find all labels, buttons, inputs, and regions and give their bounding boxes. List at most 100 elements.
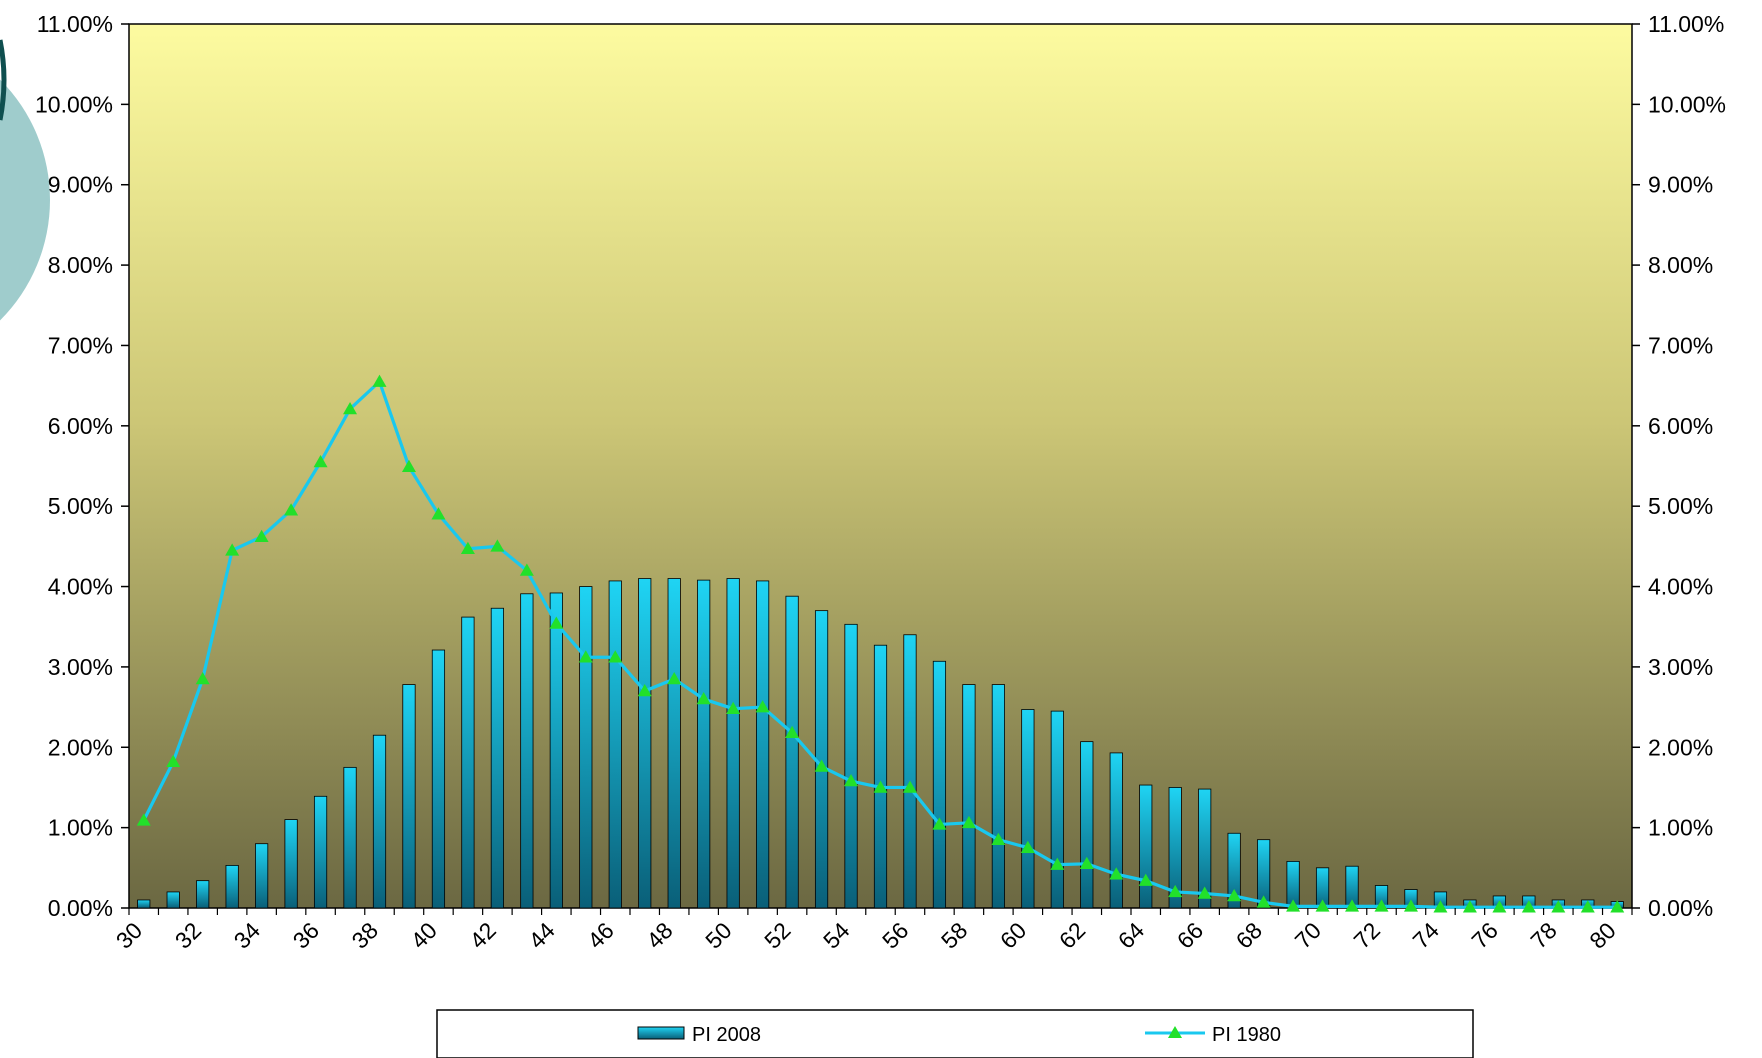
line-point (1197, 886, 1212, 899)
x-tick-label: 62 (1054, 917, 1090, 953)
legend-line-marker (1168, 1026, 1182, 1038)
line-point (1433, 900, 1448, 913)
line-point (1403, 899, 1418, 912)
y-tick-label: 10.00% (35, 91, 113, 117)
bar (225, 865, 239, 909)
line-point (1345, 899, 1360, 912)
y2-tick-label: 7.00% (1648, 332, 1713, 358)
line-point (284, 503, 299, 516)
bar (638, 578, 652, 909)
line-point (873, 780, 888, 793)
bar (932, 660, 947, 909)
bar (844, 623, 858, 909)
line-point (1492, 900, 1507, 913)
line-point (1168, 884, 1183, 898)
y2-tick-label: 6.00% (1648, 413, 1713, 439)
line-point (991, 832, 1006, 845)
x-tick-label: 80 (1584, 917, 1620, 953)
y-tick-label: 8.00% (48, 252, 113, 278)
line-point (313, 454, 328, 468)
x-tick-label: 78 (1525, 917, 1561, 953)
y2-tick-label: 8.00% (1648, 252, 1713, 278)
line-point (136, 813, 151, 826)
line-point (578, 650, 593, 663)
bar (549, 592, 563, 909)
bar (579, 586, 593, 909)
legend-bar-swatch (637, 1026, 685, 1040)
bar (1139, 784, 1153, 909)
x-tick-label: 54 (818, 917, 855, 954)
x-tick-label: 56 (877, 917, 913, 953)
y-tick-label: 6.00% (48, 413, 113, 439)
line-point (1079, 856, 1094, 870)
bar (490, 607, 504, 909)
line-point (1138, 873, 1153, 886)
line-point (519, 563, 534, 576)
x-tick-label: 76 (1466, 917, 1502, 953)
bar (873, 644, 888, 909)
x-tick-label: 44 (523, 917, 560, 954)
bar (1109, 752, 1123, 909)
line-point (1551, 900, 1566, 913)
bar (1080, 741, 1094, 909)
bar (608, 580, 622, 909)
y2-tick-label: 2.00% (1648, 734, 1713, 760)
bar (962, 684, 976, 909)
line-point (726, 701, 741, 714)
x-tick-label: 68 (1231, 917, 1267, 953)
x-tick-label: 30 (111, 917, 147, 953)
line-point (1256, 895, 1271, 908)
bar (372, 734, 387, 909)
bar (520, 593, 534, 909)
line-layer (136, 374, 1625, 913)
bar (785, 595, 799, 909)
bar (402, 684, 416, 909)
y2-tick-label: 5.00% (1648, 493, 1713, 519)
line-point (608, 650, 623, 663)
line-point (1109, 867, 1124, 880)
bar (1198, 788, 1212, 909)
y2-tick-label: 9.00% (1648, 172, 1713, 198)
x-tick-label: 42 (464, 917, 500, 953)
line-point (1050, 857, 1065, 870)
legend-label-line: PI 1980 (1212, 1024, 1281, 1046)
bar (726, 578, 740, 909)
y2-tick-label: 10.00% (1648, 91, 1726, 117)
y-tick-label: 1.00% (48, 815, 113, 841)
line-point (785, 725, 800, 739)
y-tick-label: 4.00% (48, 574, 113, 600)
bar (667, 578, 681, 909)
bar (196, 880, 210, 909)
x-tick-label: 66 (1172, 917, 1208, 953)
line-point (1580, 900, 1595, 913)
x-tick-label: 52 (759, 917, 795, 953)
y-tick-label: 5.00% (48, 493, 113, 519)
line-point (696, 692, 711, 705)
bar (343, 766, 357, 909)
bar (1227, 832, 1241, 909)
decor-circle (0, 79, 50, 321)
bar (991, 684, 1005, 909)
x-tick-label: 32 (170, 917, 206, 953)
line-point (814, 759, 829, 772)
line-point (932, 817, 947, 830)
x-tick-label: 34 (229, 917, 266, 954)
bar (431, 649, 446, 909)
x-tick-label: 46 (582, 917, 618, 953)
line-point (343, 401, 358, 415)
line-point (166, 754, 181, 767)
bar (1257, 839, 1271, 909)
bar (756, 580, 770, 909)
legend-label-bars: PI 2008 (692, 1024, 761, 1046)
decor-arc (0, 39, 7, 121)
line-point (549, 616, 564, 629)
line-point (1462, 900, 1477, 913)
bar (1021, 709, 1035, 909)
line-point (1227, 888, 1242, 902)
line-point (195, 671, 210, 685)
line-point (844, 774, 859, 787)
bar (255, 843, 269, 909)
line-point (401, 459, 416, 473)
line-point (902, 780, 917, 793)
